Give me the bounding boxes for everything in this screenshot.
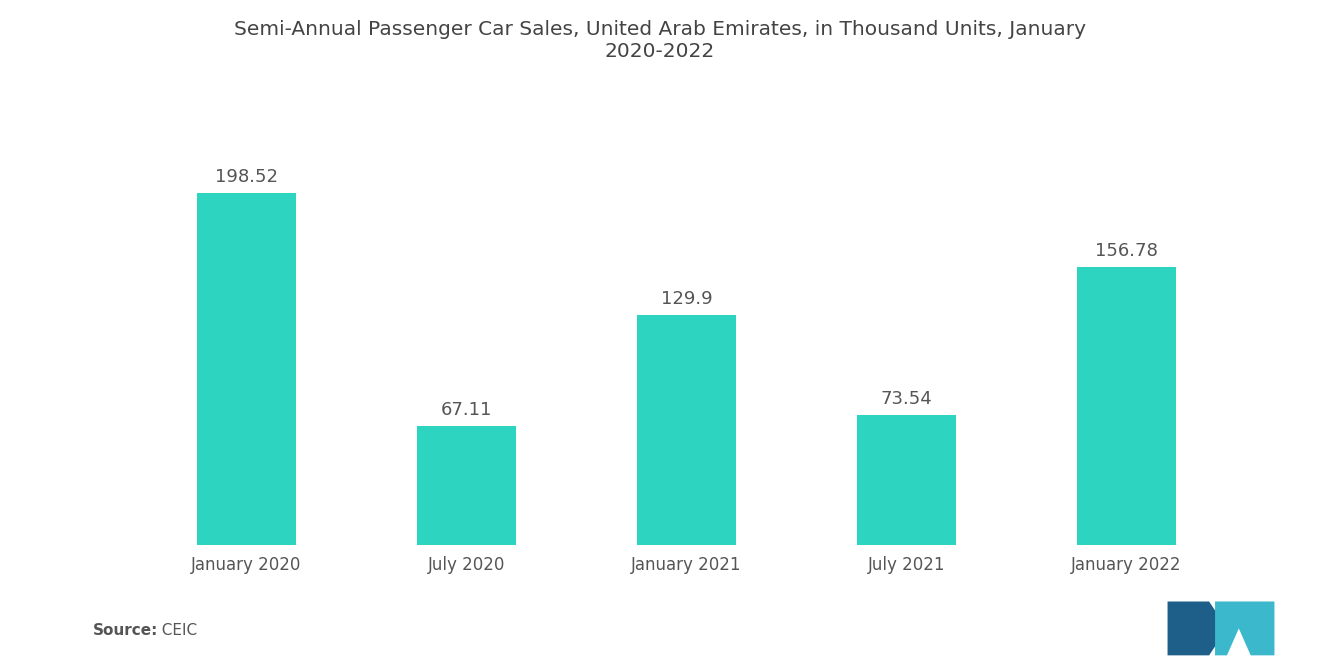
Bar [1077, 267, 1176, 545]
Bar [857, 415, 956, 545]
Text: 198.52: 198.52 [215, 168, 279, 186]
Text: 67.11: 67.11 [441, 401, 492, 419]
Text: Semi-Annual Passenger Car Sales, United Arab Emirates, in Thousand Units, Januar: Semi-Annual Passenger Car Sales, United … [234, 20, 1086, 61]
Bar [417, 426, 516, 545]
Text: Source:: Source: [92, 623, 158, 638]
Text: CEIC: CEIC [152, 623, 197, 638]
Text: 156.78: 156.78 [1096, 242, 1158, 260]
Text: 129.9: 129.9 [660, 290, 713, 308]
Text: 73.54: 73.54 [880, 390, 932, 408]
Bar [197, 194, 296, 545]
Polygon shape [1167, 601, 1226, 656]
Polygon shape [1214, 601, 1274, 656]
Bar [636, 315, 735, 545]
